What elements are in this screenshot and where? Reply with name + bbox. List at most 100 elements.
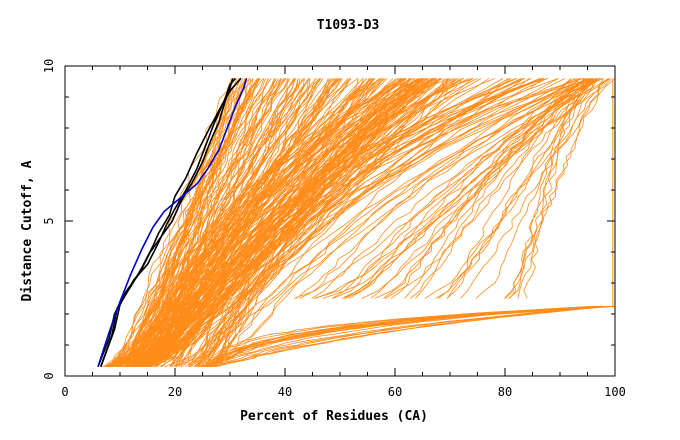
y-tick-label: 0 <box>42 372 56 379</box>
background-series-line <box>504 78 604 299</box>
background-series-line <box>523 78 585 299</box>
background-series-line <box>437 78 597 299</box>
background-series-line <box>196 78 440 368</box>
background-series-line <box>216 78 512 368</box>
x-tick-label: 20 <box>168 385 182 399</box>
y-axis: 0 5 10 <box>42 59 615 380</box>
background-series-line <box>204 305 603 367</box>
background-series-line <box>212 78 423 367</box>
background-series-line <box>385 78 598 299</box>
background-series-line <box>155 78 532 368</box>
background-series-line <box>204 305 600 368</box>
x-axis: 0 20 40 60 80 100 <box>61 66 626 399</box>
background-series-line <box>111 78 269 367</box>
background-series-line <box>152 78 406 367</box>
background-series-line <box>147 78 438 368</box>
background-series-line <box>134 78 517 367</box>
background-series-line <box>213 78 401 367</box>
background-series-line <box>197 305 608 368</box>
background-series-line <box>212 78 576 368</box>
background-series-line <box>151 78 407 367</box>
background-series-line <box>197 78 464 367</box>
background-series-line <box>105 78 310 368</box>
background-series-line <box>404 78 592 299</box>
background-series-line <box>156 78 382 367</box>
background-series-line <box>210 305 595 368</box>
background-series-line <box>202 78 602 367</box>
background-series-line <box>348 78 609 299</box>
background-series-line <box>169 78 545 367</box>
background-series-line <box>133 78 310 368</box>
background-series-line <box>135 78 597 368</box>
background-series-line <box>181 78 490 368</box>
background-series-line <box>361 78 600 299</box>
y-axis-label: Distance Cutoff, A <box>20 160 35 301</box>
background-series-line <box>175 78 524 367</box>
background-series-line <box>109 78 282 367</box>
chart-title: T1093-D3 <box>317 18 380 33</box>
background-series-line <box>187 78 405 367</box>
x-tick-label: 60 <box>388 385 402 399</box>
background-series-line <box>162 78 433 367</box>
background-series-line <box>213 78 509 367</box>
background-series-line <box>509 78 572 299</box>
background-series-line <box>209 305 600 368</box>
x-tick-label: 100 <box>604 385 626 399</box>
background-series-line <box>172 78 424 367</box>
x-axis-label: Percent of Residues (CA) <box>240 409 428 424</box>
background-series-line <box>299 78 587 299</box>
background-series-line <box>409 78 587 299</box>
background-series-line <box>208 305 593 368</box>
background-series-line <box>204 305 602 367</box>
background-series-line <box>446 78 580 299</box>
y-tick-label: 5 <box>42 217 56 224</box>
x-tick-label: 0 <box>61 385 68 399</box>
background-series-line <box>117 78 437 367</box>
background-series-line <box>517 78 610 299</box>
background-series-line <box>196 78 416 367</box>
background-series-line <box>460 78 615 299</box>
background-series-line <box>206 305 614 368</box>
background-series-line <box>370 78 612 299</box>
background-series-line <box>125 78 254 368</box>
background-series-line <box>112 78 276 368</box>
background-series-line <box>332 78 601 299</box>
background-series-line <box>313 78 572 299</box>
background-series-line <box>201 305 613 368</box>
x-tick-label: 80 <box>498 385 512 399</box>
y-tick-label: 10 <box>42 59 56 73</box>
background-series-line <box>151 78 594 367</box>
background-series-line <box>175 78 605 368</box>
background-series-line <box>205 78 601 368</box>
background-series-line <box>112 78 285 368</box>
background-series-line <box>194 78 544 367</box>
background-series-line <box>311 78 609 299</box>
x-tick-label: 40 <box>278 385 292 399</box>
background-series-line <box>142 78 478 367</box>
background-series-line <box>109 78 321 368</box>
background-series-line <box>187 78 450 368</box>
background-series-line <box>208 305 596 367</box>
background-series-line <box>196 305 614 368</box>
background-series-line <box>475 78 589 299</box>
background-series-line <box>206 305 602 367</box>
background-series-line <box>210 305 612 368</box>
background-series-line <box>332 78 597 299</box>
background-series-line <box>508 78 594 299</box>
background-series-line <box>193 78 473 368</box>
background-series-line <box>154 78 414 367</box>
highlight-curves <box>97 77 248 367</box>
background-series-line <box>135 78 559 367</box>
background-series-line <box>344 78 593 299</box>
highlight-series-line <box>97 78 248 367</box>
background-curves <box>102 78 615 368</box>
background-series-line <box>322 78 600 299</box>
background-series-line <box>129 78 449 367</box>
background-series-line <box>197 305 604 368</box>
background-series-line <box>203 78 434 368</box>
background-series-line <box>296 78 575 299</box>
background-series-line <box>143 78 473 367</box>
background-series-line <box>156 78 548 368</box>
background-series-line <box>424 78 610 299</box>
